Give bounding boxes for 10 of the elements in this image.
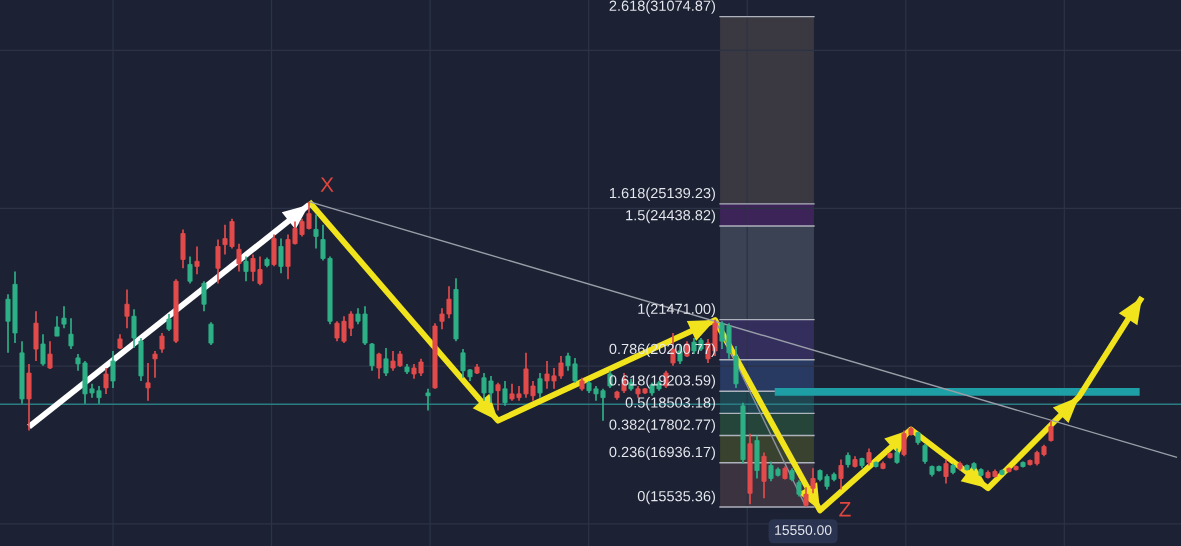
ref-line-label: 0.5(18503.18)	[625, 396, 715, 411]
ref-line-label: 2.618(31074.87)	[609, 0, 715, 14]
annotation: X	[320, 177, 334, 192]
ref-line-label: 0.382(17802.77)	[609, 419, 715, 433]
ref-line-label: 0.236(16936.17)	[609, 446, 715, 461]
ref-line-label: 1.5(24438.82)	[626, 209, 715, 224]
ref-line-label: 1.618(25139.23)	[609, 187, 715, 202]
annotation: Z	[839, 502, 851, 517]
ref-line-label: 0(15535.36)	[637, 490, 715, 505]
annotation: 15550.00	[775, 525, 832, 535]
